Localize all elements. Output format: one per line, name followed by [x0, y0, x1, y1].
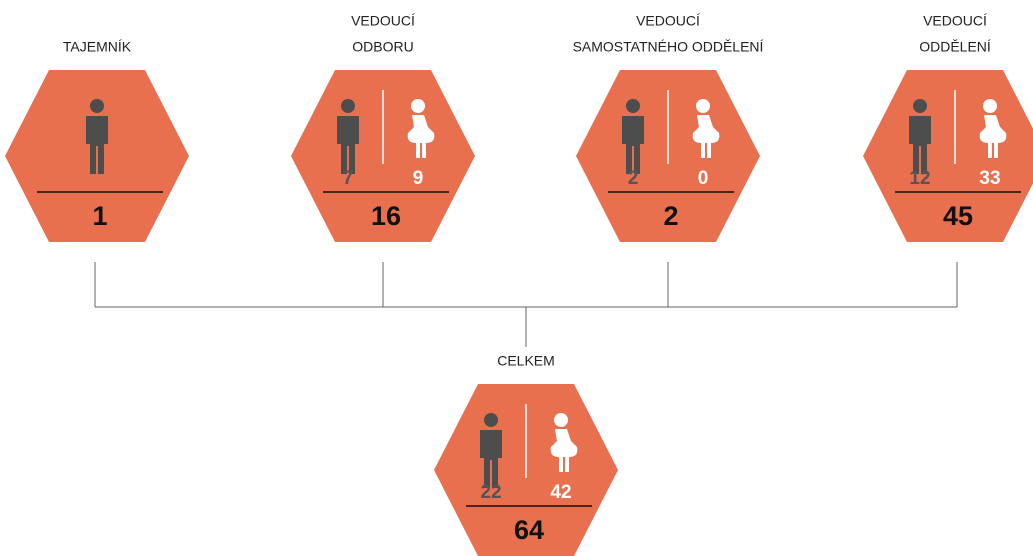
body — [979, 115, 1007, 158]
men-count: 7 — [343, 168, 354, 189]
man-icon — [86, 99, 108, 174]
women-count: 42 — [550, 482, 571, 503]
body — [622, 116, 644, 174]
node-label: ODBORU — [352, 39, 413, 55]
head — [983, 99, 997, 113]
hexagon — [5, 70, 189, 242]
body — [909, 116, 931, 174]
head — [626, 99, 640, 113]
head — [341, 99, 355, 113]
woman-icon — [407, 99, 435, 158]
women-count: 33 — [979, 168, 1000, 189]
node-label: VEDOUCÍ — [351, 13, 415, 29]
total: 64 — [514, 515, 544, 545]
node-label: VEDOUCÍ — [636, 13, 700, 29]
head — [696, 99, 710, 113]
total: 45 — [943, 201, 973, 231]
man-icon — [622, 99, 644, 174]
body — [337, 116, 359, 174]
head — [90, 99, 104, 113]
node-label: CELKEM — [497, 353, 555, 369]
man-icon — [909, 99, 931, 174]
node-label: TAJEMNÍK — [63, 39, 132, 55]
node-label: SAMOSTATNÉHO ODDĚLENÍ — [573, 39, 764, 55]
body — [86, 116, 108, 174]
body — [550, 429, 578, 472]
head — [411, 99, 425, 113]
woman-icon — [979, 99, 1007, 158]
node-label: ODDĚLENÍ — [919, 39, 991, 55]
woman-icon — [550, 413, 578, 472]
woman-icon — [692, 99, 720, 158]
man-icon — [480, 413, 502, 488]
node-label: VEDOUCÍ — [923, 13, 987, 29]
women-count: 0 — [698, 168, 709, 189]
men-count: 22 — [480, 482, 501, 503]
hexagon — [863, 70, 1033, 242]
body — [407, 115, 435, 158]
man-icon — [337, 99, 359, 174]
total: 2 — [663, 201, 678, 231]
connectors — [94, 262, 958, 347]
men-count: 2 — [628, 168, 639, 189]
total: 16 — [371, 201, 401, 231]
total: 1 — [92, 201, 107, 231]
men-count: 12 — [909, 168, 930, 189]
body — [480, 430, 502, 488]
body — [692, 115, 720, 158]
head — [913, 99, 927, 113]
head — [484, 413, 498, 427]
women-count: 9 — [413, 168, 424, 189]
head — [554, 413, 568, 427]
